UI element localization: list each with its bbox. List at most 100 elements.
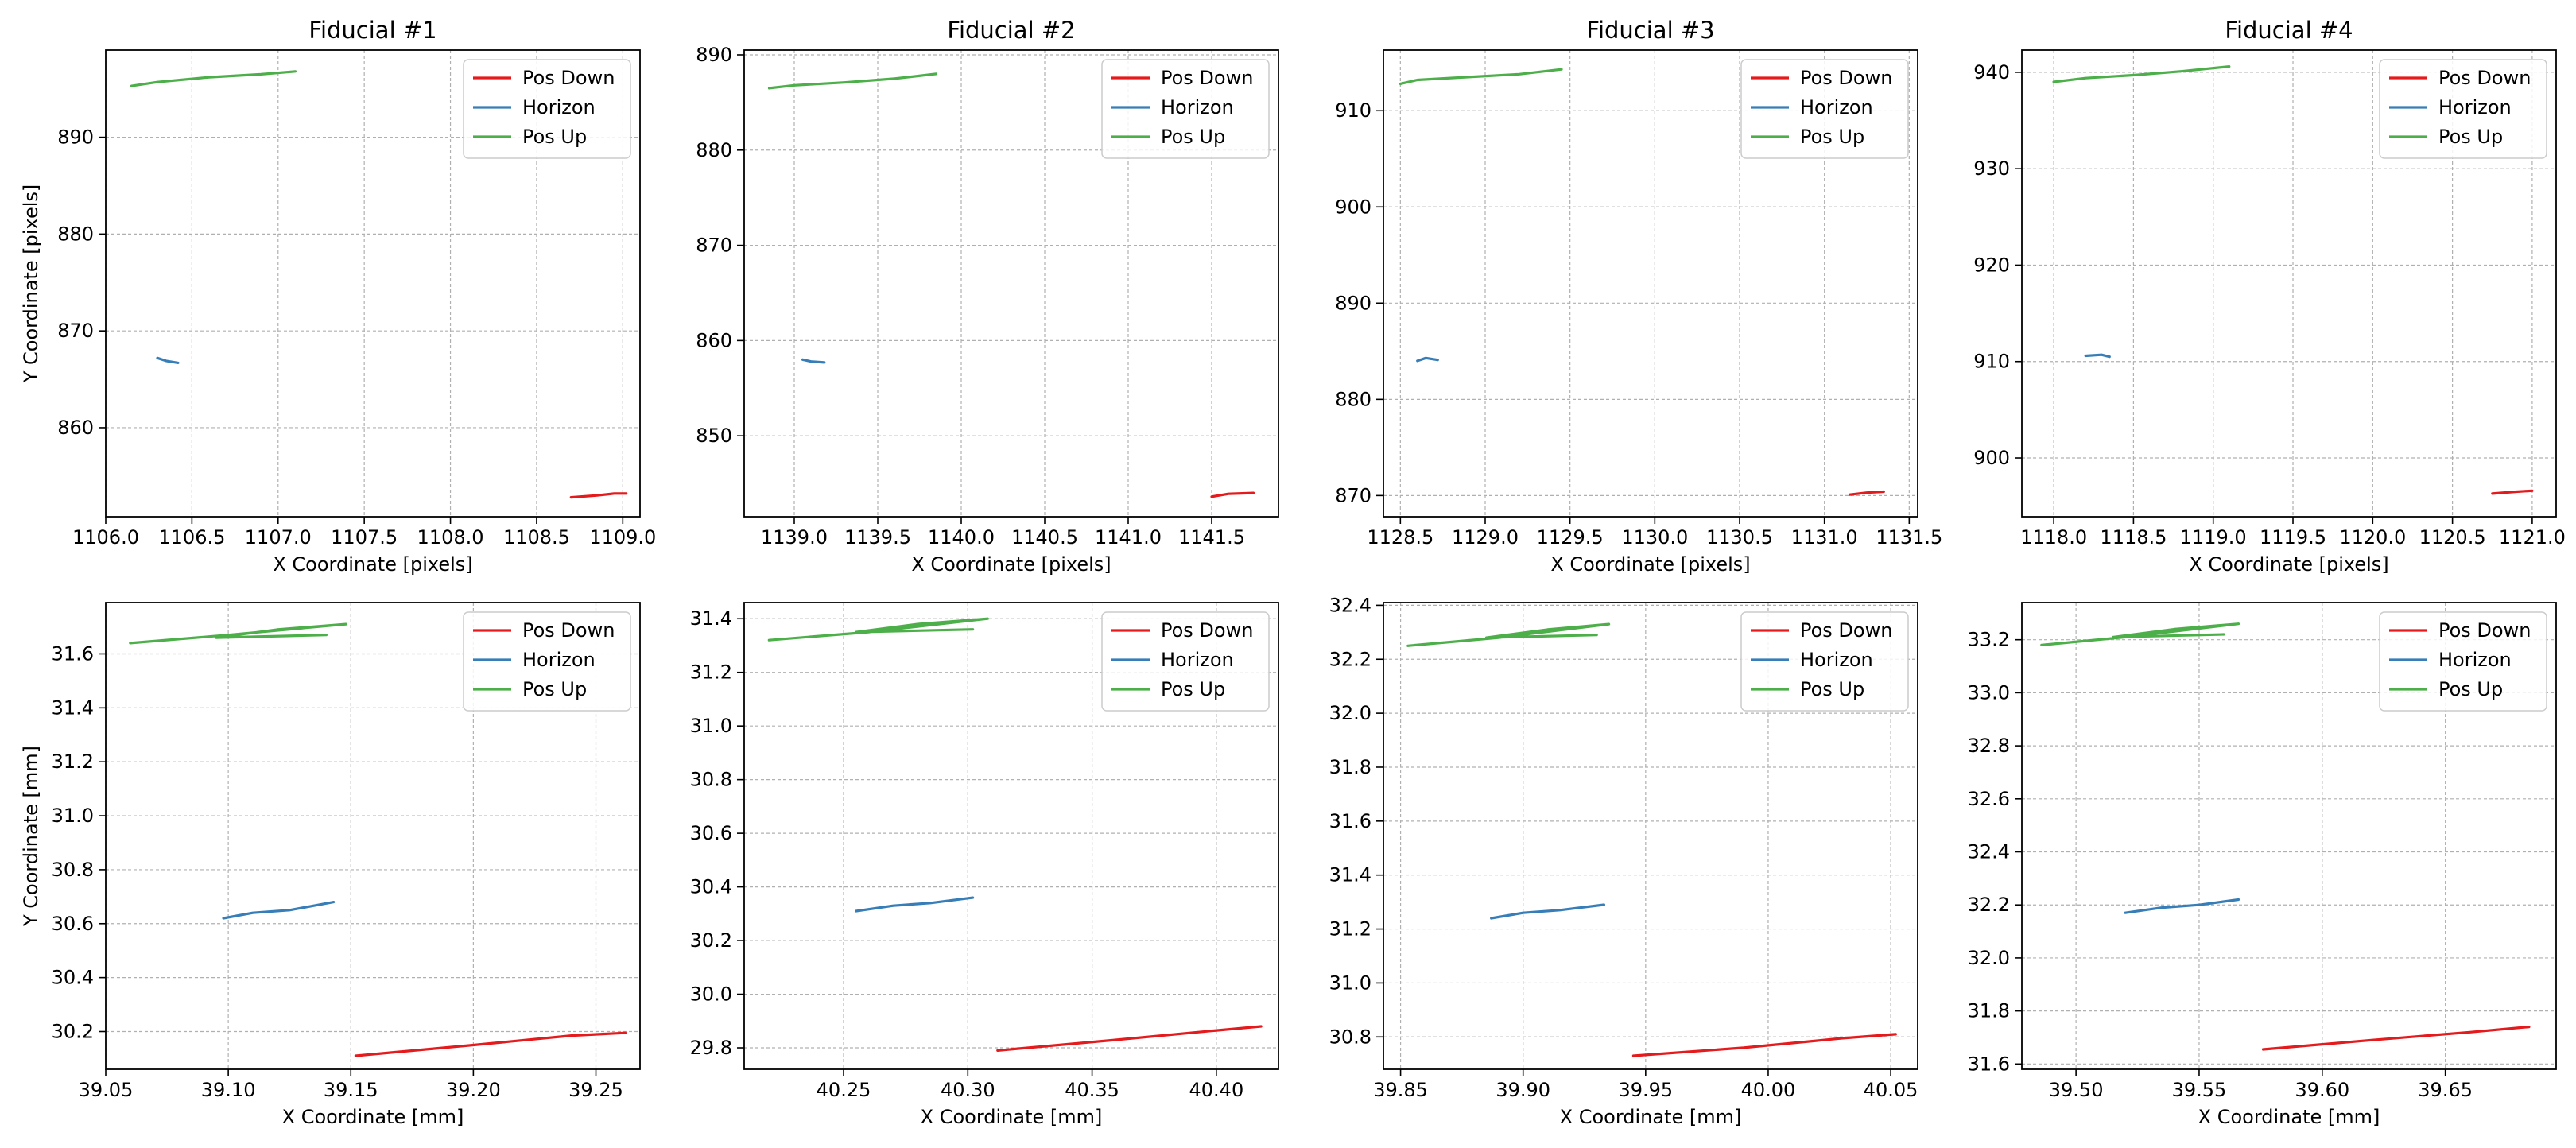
y-tick-label: 31.0 — [1329, 972, 1371, 994]
plot-frame — [105, 602, 641, 1070]
y-tick-label: 910 — [1335, 99, 1371, 122]
y-tick-label: 31.6 — [52, 642, 94, 665]
series-line-horizon — [1416, 356, 1439, 363]
series-line-pos-up — [1399, 68, 1563, 86]
subplot-3: 1128.5 1129.0 1129.5 1130.0 1130.5 1131.0 1131… — [1335, 17, 1942, 576]
subplot-1: 1106.0 1106.5 1107.0 1107.5 1108.0 1108.5 1109… — [20, 17, 656, 576]
x-tick-label: 1130.5 — [1706, 526, 1773, 549]
legend-label: Pos Up — [1161, 126, 1225, 148]
plot-frame — [1383, 49, 1918, 518]
y-tick-label: 890 — [696, 44, 732, 66]
plot-frame — [2021, 49, 2557, 518]
y-tick-label: 30.8 — [690, 769, 732, 791]
x-tick-label: 39.60 — [2295, 1079, 2349, 1101]
y-tick-label: 33.2 — [1968, 629, 2010, 651]
x-axis-label: X Coordinate [pixels] — [2189, 553, 2388, 576]
x-tick-label: 1121.0 — [2499, 526, 2566, 549]
y-tick-label: 32.0 — [1968, 947, 2010, 969]
y-tick-label: 900 — [1973, 447, 2010, 469]
y-tick-label: 29.8 — [690, 1037, 732, 1059]
plot-frame — [1383, 602, 1918, 1070]
x-tick-label: 1106.0 — [72, 526, 139, 549]
y-tick-label: 32.6 — [1968, 788, 2010, 810]
x-tick-label: 1107.0 — [245, 526, 312, 549]
legend-label: Pos Up — [2438, 126, 2503, 148]
legend-box — [1740, 611, 1909, 712]
plot-frame — [743, 49, 1279, 518]
legend-label: Pos Down — [522, 67, 615, 89]
x-tick-label: 39.20 — [446, 1079, 501, 1101]
x-tick-label: 1108.0 — [417, 526, 484, 549]
legend-label: Pos Down — [2438, 619, 2531, 642]
x-tick-label: 1129.0 — [1452, 526, 1519, 549]
x-tick-label: 1131.5 — [1876, 526, 1942, 549]
y-tick-label: 30.6 — [52, 913, 94, 935]
series-line-pos-down — [996, 1025, 1263, 1053]
x-tick-label: 39.25 — [568, 1079, 623, 1101]
legend: Pos Down Horizon Pos Up — [1740, 59, 1909, 159]
y-tick-label: 30.8 — [52, 859, 94, 881]
x-tick-label: 1119.5 — [2260, 526, 2326, 549]
x-tick-label: 1139.5 — [844, 526, 911, 549]
y-tick-label: 860 — [57, 417, 94, 439]
x-tick-label: 39.95 — [1618, 1079, 1673, 1101]
y-tick-label: 30.8 — [1329, 1026, 1371, 1048]
legend: Pos Down Horizon Pos Up — [1740, 611, 1909, 712]
series-line-horizon — [855, 896, 975, 913]
y-tick-label: 910 — [1973, 351, 2010, 373]
x-tick-label: 40.00 — [1741, 1079, 1796, 1101]
subplot-5: 39.05 39.10 39.15 39.20 39.25 30.2 30.4 30.6 30.… — [20, 602, 641, 1128]
series-line-pos-up — [1406, 622, 1611, 647]
subplot-4: 1118.0 1118.5 1119.0 1119.5 1120.0 1120.5 1121… — [1973, 17, 2566, 576]
y-tick-label: 31.2 — [1329, 918, 1371, 941]
series-line-horizon — [2084, 353, 2111, 359]
x-tick-label: 1141.0 — [1095, 526, 1162, 549]
y-tick-label: 31.6 — [1968, 1053, 2010, 1075]
x-tick-label: 39.90 — [1496, 1079, 1550, 1101]
x-axis-label: X Coordinate [mm] — [2198, 1106, 2380, 1128]
x-axis-label: X Coordinate [mm] — [282, 1106, 464, 1128]
x-tick-label: 1141.5 — [1178, 526, 1245, 549]
series-line-pos-down — [569, 492, 628, 499]
x-tick-label: 1120.5 — [2419, 526, 2486, 549]
y-tick-label: 31.2 — [52, 750, 94, 773]
x-tick-label: 39.15 — [324, 1079, 378, 1101]
legend-box — [1101, 59, 1270, 159]
legend-box — [2379, 59, 2547, 159]
y-tick-label: 880 — [1335, 388, 1371, 410]
series-line-horizon — [222, 900, 336, 920]
y-tick-label: 860 — [696, 329, 732, 351]
plot-frame — [105, 49, 641, 518]
legend-label: Pos Up — [1800, 126, 1864, 148]
y-tick-label: 900 — [1335, 196, 1371, 218]
x-tick-label: 39.10 — [201, 1079, 256, 1101]
legend-label: Pos Down — [2438, 67, 2531, 89]
legend-label: Pos Up — [2438, 678, 2503, 700]
y-tick-label: 30.0 — [690, 983, 732, 1006]
x-axis-label: X Coordinate [mm] — [921, 1106, 1103, 1128]
x-tick-label: 1119.0 — [2180, 526, 2247, 549]
legend-label: Pos Up — [1161, 678, 1225, 700]
legend-label: Pos Down — [522, 619, 615, 642]
x-tick-label: 1131.0 — [1791, 526, 1858, 549]
legend: Pos Down Horizon Pos Up — [1101, 611, 1270, 712]
plot-frame — [743, 602, 1279, 1070]
legend: Pos Down Horizon Pos Up — [463, 611, 631, 712]
legend-label: Horizon — [1161, 649, 1234, 671]
y-tick-label: 31.4 — [52, 696, 94, 719]
subplot-6: 40.25 40.30 40.35 40.40 29.8 30.0 30.2 30.4 30.6… — [690, 602, 1279, 1128]
series-line-pos-down — [354, 1031, 627, 1057]
y-tick-label: 32.8 — [1968, 735, 2010, 757]
x-tick-label: 1120.0 — [2339, 526, 2406, 549]
y-tick-label: 850 — [696, 425, 732, 447]
y-tick-label: 30.6 — [690, 822, 732, 844]
x-tick-label: 40.05 — [1864, 1079, 1918, 1101]
legend-label: Horizon — [2438, 649, 2512, 671]
y-tick-label: 880 — [57, 223, 94, 245]
x-tick-label: 1140.5 — [1011, 526, 1078, 549]
y-tick-label: 870 — [696, 235, 732, 257]
legend-label: Horizon — [2438, 96, 2512, 118]
subplot-2: 1139.0 1139.5 1140.0 1140.5 1141.0 1141.5 850 8… — [696, 17, 1279, 576]
